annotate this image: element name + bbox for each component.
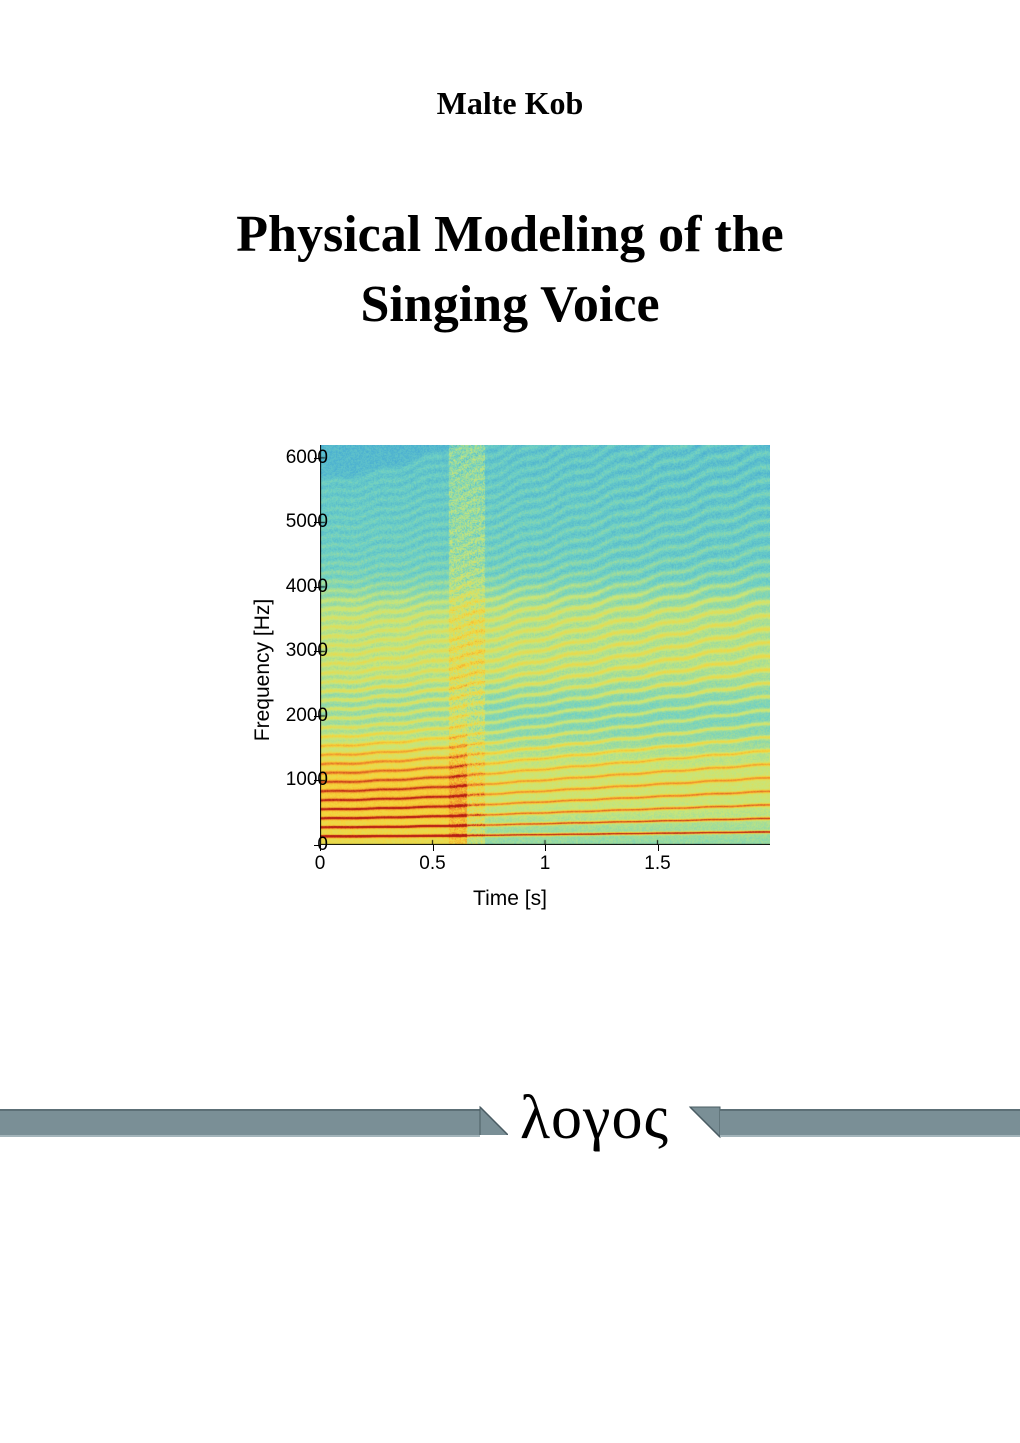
title-line-1: Physical Modeling of the — [236, 206, 783, 263]
x-tick-label: 1 — [540, 853, 551, 875]
x-tick-label: 1.5 — [644, 853, 670, 875]
title-line-2: Singing Voice — [360, 276, 659, 333]
x-tick-mark — [545, 845, 546, 851]
plot-box — [320, 445, 770, 845]
logo-triangle-left — [478, 1105, 508, 1135]
y-tick-mark — [314, 587, 320, 588]
publisher-logo-bar: λογος — [0, 1097, 1020, 1153]
chart-frame: Frequency [Hz] Time [s] 0100020003000400… — [230, 435, 790, 905]
x-tick-mark — [658, 845, 659, 851]
logo-bar-left — [0, 1109, 480, 1137]
y-tick-mark — [314, 780, 320, 781]
x-tick-mark — [433, 845, 434, 851]
y-tick-mark — [314, 716, 320, 717]
page-root: Malte Kob Physical Modeling of the Singi… — [0, 0, 1020, 1443]
x-tick-mark — [320, 845, 321, 851]
spectrogram-chart: Frequency [Hz] Time [s] 0100020003000400… — [0, 435, 1020, 905]
y-tick-mark — [314, 522, 320, 523]
publisher-logo-text: λογος — [520, 1083, 669, 1154]
logo-triangle-right — [688, 1105, 722, 1139]
x-tick-label: 0 — [315, 853, 326, 875]
y-tick-mark — [314, 458, 320, 459]
book-title: Physical Modeling of the Singing Voice — [0, 200, 1020, 340]
y-tick-mark — [314, 651, 320, 652]
logo-bar-right — [720, 1109, 1020, 1137]
spectrogram-canvas — [320, 445, 770, 845]
x-tick-label: 0.5 — [419, 853, 445, 875]
x-axis-label: Time [s] — [473, 887, 547, 911]
author-name: Malte Kob — [0, 85, 1020, 122]
